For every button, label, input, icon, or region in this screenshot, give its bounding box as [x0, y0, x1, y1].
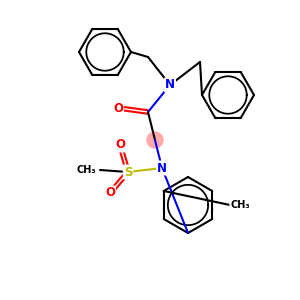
Text: CH₃: CH₃ [230, 200, 250, 210]
Text: CH₃: CH₃ [76, 165, 96, 175]
Text: N: N [157, 161, 167, 175]
Text: O: O [115, 139, 125, 152]
Circle shape [147, 132, 163, 148]
Text: O: O [105, 187, 115, 200]
Text: O: O [113, 101, 123, 115]
Text: S: S [124, 166, 132, 178]
Text: N: N [165, 79, 175, 92]
